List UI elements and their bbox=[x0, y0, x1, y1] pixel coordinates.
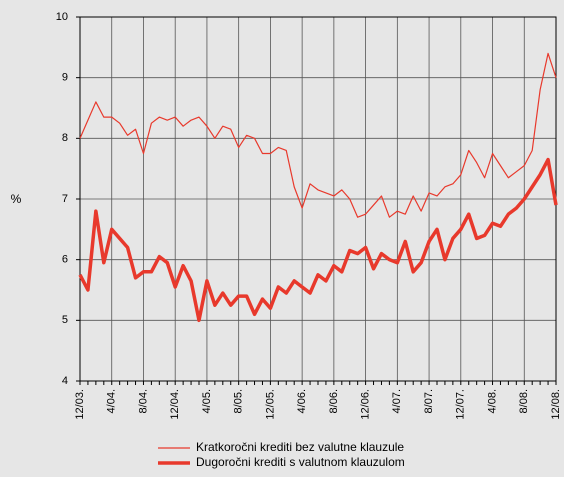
x-tick-label: 12/06. bbox=[360, 389, 372, 420]
x-tick-label: 4/06. bbox=[296, 389, 308, 413]
x-tick-label: 12/08. bbox=[550, 389, 562, 420]
x-tick-label: 8/05. bbox=[233, 389, 245, 413]
legend-label: Kratkoročni krediti bez valutne klauzule bbox=[196, 440, 404, 454]
x-tick-label: 8/04. bbox=[137, 389, 149, 413]
x-tick-label: 12/07. bbox=[455, 389, 467, 420]
x-tick-label: 4/07. bbox=[391, 389, 403, 413]
x-tick-label: 12/05. bbox=[264, 389, 276, 420]
y-tick-label: 9 bbox=[62, 72, 68, 84]
x-tick-label: 4/04. bbox=[106, 389, 118, 413]
y-tick-label: 6 bbox=[62, 254, 68, 266]
x-tick-label: 8/08. bbox=[518, 389, 530, 413]
x-tick-label: 12/04. bbox=[169, 389, 181, 420]
x-tick-label: 4/08. bbox=[486, 389, 498, 413]
y-axis-label: % bbox=[11, 192, 22, 206]
y-tick-label: 5 bbox=[62, 314, 68, 326]
y-tick-label: 10 bbox=[56, 11, 68, 23]
y-tick-label: 7 bbox=[62, 193, 68, 205]
y-tick-label: 8 bbox=[62, 132, 68, 144]
series-line bbox=[79, 52, 557, 218]
legend-label: Dugoročni krediti s valutnom klauzulom bbox=[196, 455, 405, 469]
x-tick-label: 8/07. bbox=[423, 389, 435, 413]
x-tick-label: 8/06. bbox=[328, 389, 340, 413]
x-tick-label: 4/05. bbox=[201, 389, 213, 413]
series-line bbox=[78, 157, 558, 323]
x-tick-label: 12/03. bbox=[74, 389, 86, 420]
y-tick-label: 4 bbox=[62, 375, 68, 387]
